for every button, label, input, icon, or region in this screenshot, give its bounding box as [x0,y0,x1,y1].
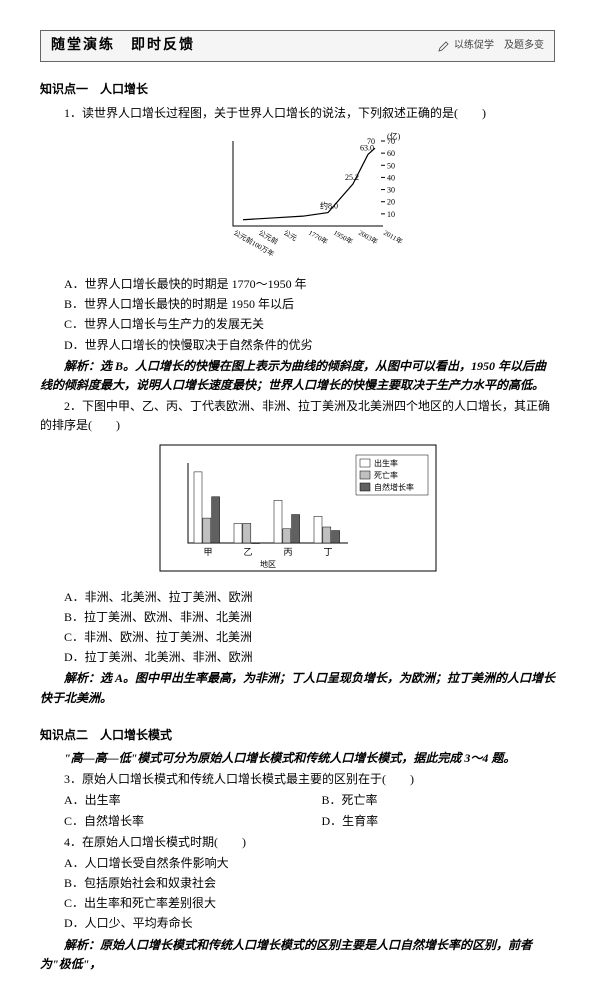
svg-text:1770年: 1770年 [307,228,330,246]
header-title: 随堂演练 即时反馈 [51,35,195,57]
svg-text:死亡率: 死亡率 [374,470,398,480]
svg-text:2011年: 2011年 [382,228,404,246]
svg-text:(亿): (亿) [387,131,401,141]
q1-stem: 1．读世界人口增长过程图，关于世界人口增长的说法，下列叙述正确的是( ) [40,104,555,123]
q2-chart: 甲 乙 丙 丁地区 出生率死亡率自然增长率 [40,443,555,579]
pencil-icon [438,40,450,52]
svg-text:公元: 公元 [282,229,298,243]
svg-text:出生率: 出生率 [374,458,398,468]
q4-opt-a: A．人口增长受自然条件影响大 [40,854,555,873]
q2-analysis: 解析：选 A。图中甲出生率最高，为非洲；丁人口呈现负增长，为欧洲；拉丁美洲的人口… [40,669,555,707]
knowledge-point-2-title: 知识点二 人口增长模式 [40,726,555,745]
svg-text:约8.0: 约8.0 [320,200,338,210]
svg-text:20: 20 [387,197,395,206]
header-banner: 随堂演练 即时反馈 以练促学 及题多变 [40,30,555,62]
svg-text:丁: 丁 [323,547,332,557]
svg-text:丙: 丙 [283,547,292,557]
q1-chart: 10203040506070(亿)约8.025.263.070公元前100万年公… [40,131,555,267]
kp2-analysis: 解析：原始人口增长模式和传统人口增长模式的区别主要是人口自然增长率的区别，前者为… [40,936,555,974]
q4-opt-b: B．包括原始社会和奴隶社会 [40,874,555,893]
q3-opt-a: A．出生率 [40,791,298,810]
svg-text:乙: 乙 [243,547,252,557]
svg-text:60: 60 [387,149,395,158]
q4-opt-d: D．人口少、平均寿命长 [40,914,555,933]
q3-opt-d: D．生育率 [298,812,556,831]
q1-opt-b: B．世界人口增长最快的时期是 1950 年以后 [40,295,555,314]
q1-opt-a: A．世界人口增长最快的时期是 1770～1950 年 [40,275,555,294]
population-bar-chart: 甲 乙 丙 丁地区 出生率死亡率自然增长率 [158,443,438,573]
q1-opt-c: C．世界人口增长与生产力的发展无关 [40,315,555,334]
q2-opt-a: A．非洲、北美洲、拉丁美洲、欧洲 [40,588,555,607]
q2-opt-b: B．拉丁美洲、欧洲、非洲、北美洲 [40,608,555,627]
population-growth-chart: 10203040506070(亿)约8.025.263.070公元前100万年公… [188,131,408,261]
kp2-intro: "高—高—低"模式可分为原始人口增长模式和传统人口增长模式，据此完成 3～4 题… [40,749,555,768]
q3-opt-b: B．死亡率 [298,791,556,810]
q2-stem: 2．下图中甲、乙、丙、丁代表欧洲、非洲、拉丁美洲及北美洲四个地区的人口增长，其正… [40,397,555,435]
svg-text:30: 30 [387,185,395,194]
svg-text:10: 10 [387,210,395,219]
q1-opt-d: D．世界人口增长的快慢取决于自然条件的优劣 [40,336,555,355]
q2-opt-c: C．非洲、欧洲、拉丁美洲、北美洲 [40,628,555,647]
svg-text:2003年: 2003年 [357,228,380,246]
svg-text:地区: 地区 [260,559,276,569]
header-subtitle: 以练促学 及题多变 [438,38,544,54]
q3-opt-c: C．自然增长率 [40,812,298,831]
q4-stem: 4．在原始人口增长模式时期( ) [40,833,555,852]
q4-opt-c: C．出生率和死亡率差别很大 [40,894,555,913]
svg-text:1950年: 1950年 [332,228,355,246]
svg-text:甲: 甲 [203,547,212,557]
svg-text:40: 40 [387,173,395,182]
svg-text:自然增长率: 自然增长率 [374,482,414,492]
knowledge-point-1-title: 知识点一 人口增长 [40,80,555,99]
svg-text:50: 50 [387,161,395,170]
q1-analysis: 解析：选 B。人口增长的快慢在图上表示为曲线的倾斜度，从图中可以看出，1950 … [40,357,555,395]
q3-stem: 3．原始人口增长模式和传统人口增长模式最主要的区别在于( ) [40,770,555,789]
q2-opt-d: D．拉丁美洲、北美洲、非洲、欧洲 [40,648,555,667]
svg-text:70: 70 [367,137,375,146]
